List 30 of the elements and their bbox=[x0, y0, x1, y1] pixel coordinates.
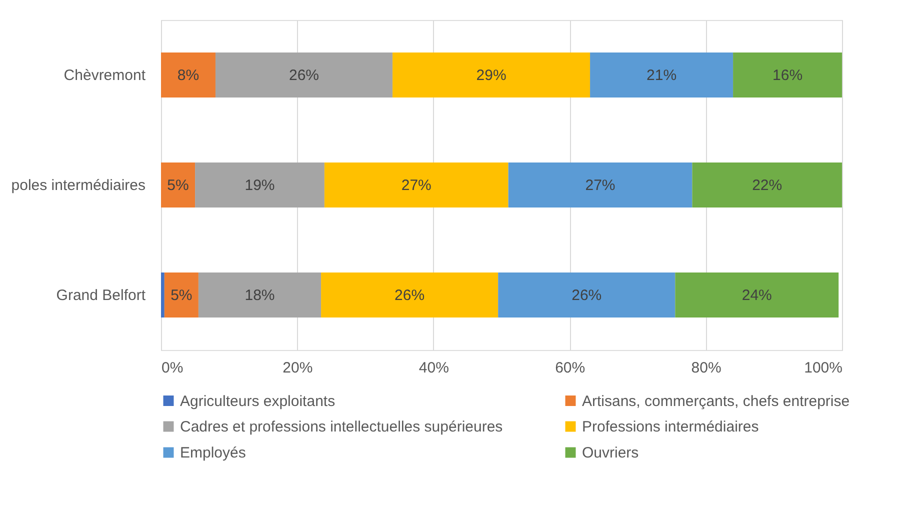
legend-label: Agriculteurs exploitants bbox=[180, 392, 336, 410]
data-label: 5% bbox=[167, 177, 189, 194]
legend-label: Professions intermédiaires bbox=[582, 418, 759, 436]
legend-label: Ouvriers bbox=[582, 444, 639, 462]
legend-label: Artisans, commerçants, chefs entreprise bbox=[582, 392, 850, 410]
data-label: 19% bbox=[244, 177, 275, 194]
x-tick-label: 0% bbox=[162, 360, 184, 376]
data-label: 18% bbox=[244, 287, 275, 304]
data-label: 8% bbox=[177, 67, 200, 84]
legend-label: Cadres et professions intellectuelles supérieures bbox=[180, 418, 503, 436]
data-label: 5% bbox=[170, 287, 192, 304]
x-tick-label: 80% bbox=[691, 360, 722, 376]
data-label: 26% bbox=[394, 287, 425, 304]
data-label: 22% bbox=[752, 177, 782, 194]
legend-label: Employés bbox=[180, 444, 246, 462]
data-label: 27% bbox=[585, 177, 616, 194]
x-tick-label: 100% bbox=[804, 360, 842, 376]
x-tick-label: 60% bbox=[555, 360, 586, 376]
x-tick-label: 40% bbox=[418, 360, 449, 376]
data-label: 27% bbox=[401, 177, 432, 194]
data-label: 16% bbox=[772, 67, 803, 84]
y-tick-label: poles intermédiaires bbox=[11, 177, 146, 194]
y-tick-label: Grand Belfort bbox=[56, 287, 146, 304]
data-label: 26% bbox=[572, 287, 602, 304]
x-tick-label: 20% bbox=[282, 360, 313, 376]
data-label: 29% bbox=[476, 67, 506, 84]
data-label: 26% bbox=[288, 67, 320, 84]
data-label: 21% bbox=[646, 67, 677, 84]
y-tick-label: Chèvremont bbox=[64, 67, 146, 84]
data-label: 24% bbox=[742, 287, 772, 304]
